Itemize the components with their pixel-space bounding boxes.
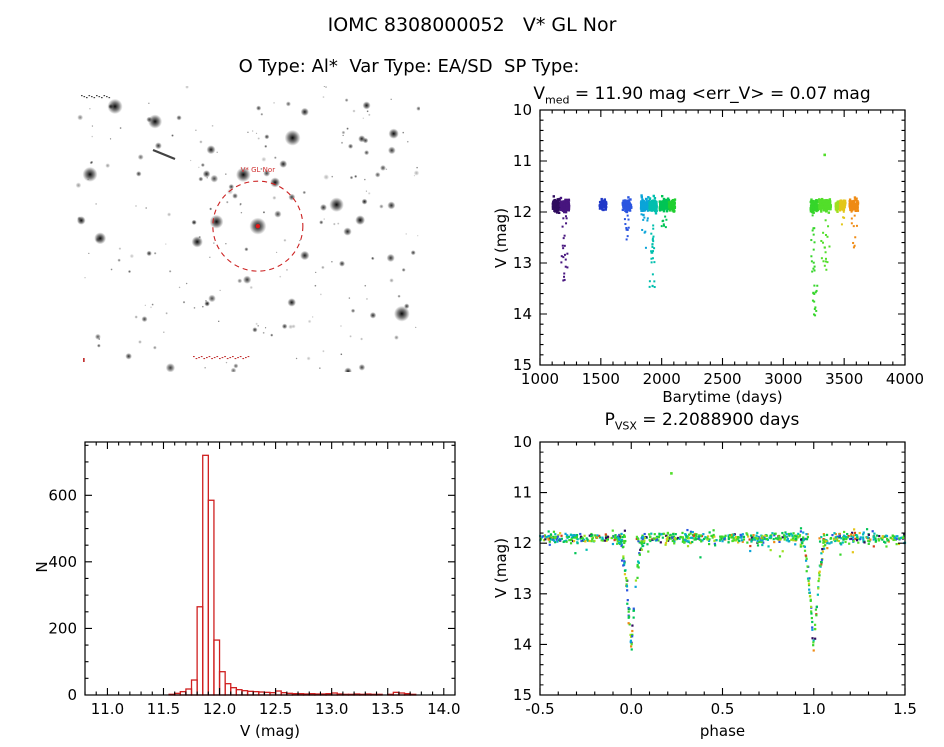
lightcurve-xlabel: Barytime (days) (662, 388, 783, 406)
page-title: IOMC 8308000052 V* GL Nor (327, 14, 617, 36)
phase-title: PVSX = 2.2088900 days (460, 410, 944, 432)
histogram-xlabel: V (mag) (239, 722, 301, 740)
phase-title-post: = 2.2088900 days (636, 410, 800, 430)
page-subtitle: O Type: Al* Var Type: EA/SD SP Type: (238, 56, 580, 77)
phase-ylabel: V (mag) (492, 537, 510, 599)
lightcurve-ylabel: V (mag) (492, 207, 510, 269)
histogram-plot (30, 428, 470, 718)
histogram-ylabel: N (33, 561, 51, 573)
finding-chart-image (75, 86, 420, 372)
lightcurve-plot (460, 82, 944, 418)
phase-plot (460, 428, 944, 718)
phase-title-pre: P (604, 410, 615, 430)
phase-xlabel: phase (699, 722, 746, 740)
